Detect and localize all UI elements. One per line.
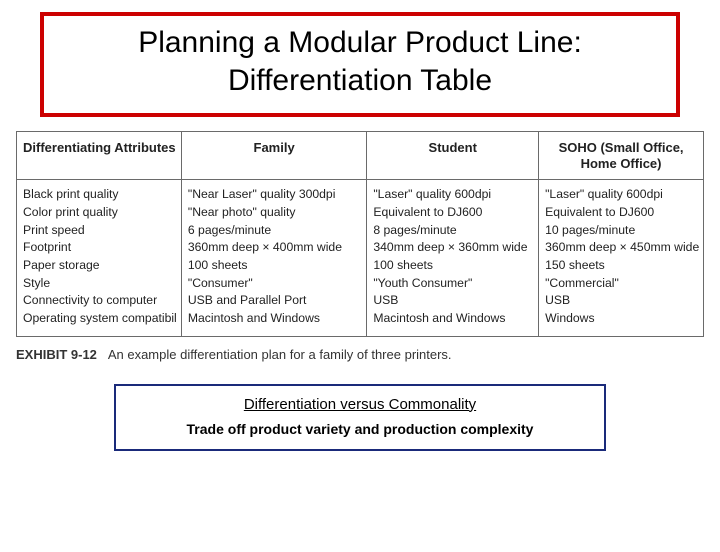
val-line: Equivalent to DJ600: [373, 204, 534, 222]
attr-line: Operating system compatibility: [23, 310, 177, 328]
attr-line: Color print quality: [23, 204, 177, 222]
val-line: Macintosh and Windows: [188, 310, 362, 328]
val-line: USB: [373, 292, 534, 310]
val-line: 100 sheets: [373, 257, 534, 275]
col-header-attributes: Differentiating Attributes: [17, 132, 182, 180]
attr-line: Print speed: [23, 222, 177, 240]
val-line: 8 pages/minute: [373, 222, 534, 240]
attr-line: Paper storage: [23, 257, 177, 275]
title-line-1: Planning a Modular Product Line:: [138, 26, 582, 59]
val-line: 6 pages/minute: [188, 222, 362, 240]
col-header-soho: SOHO (Small Office, Home Office): [539, 132, 704, 180]
page-title: Planning a Modular Product Line: Differe…: [64, 24, 656, 99]
footer-line-2: Trade off product variety and production…: [130, 421, 590, 437]
attr-line: Style: [23, 275, 177, 293]
col-header-family: Family: [181, 132, 366, 180]
val-line: Macintosh and Windows: [373, 310, 534, 328]
val-line: USB: [545, 292, 699, 310]
family-cell: "Near Laser" quality 300dpi "Near photo"…: [181, 180, 366, 337]
val-line: 360mm deep × 400mm wide: [188, 239, 362, 257]
attr-line: Footprint: [23, 239, 177, 257]
footer-box: Differentiation versus Commonality Trade…: [114, 384, 606, 451]
val-line: 340mm deep × 360mm wide: [373, 239, 534, 257]
val-line: 360mm deep × 450mm wide: [545, 239, 699, 257]
title-line-2: Differentiation Table: [228, 64, 492, 97]
student-cell: "Laser" quality 600dpi Equivalent to DJ6…: [367, 180, 539, 337]
val-line: USB and Parallel Port: [188, 292, 362, 310]
exhibit-caption: EXHIBIT 9-12 An example differentiation …: [16, 347, 704, 362]
soho-cell: "Laser" quality 600dpi Equivalent to DJ6…: [539, 180, 704, 337]
differentiation-table-wrap: Differentiating Attributes Family Studen…: [16, 131, 704, 337]
differentiation-table: Differentiating Attributes Family Studen…: [16, 131, 704, 337]
attributes-cell: Black print quality Color print quality …: [17, 180, 182, 337]
val-line: "Commercial": [545, 275, 699, 293]
exhibit-text: An example differentiation plan for a fa…: [108, 347, 452, 362]
table-header-row: Differentiating Attributes Family Studen…: [17, 132, 704, 180]
val-line: "Near Laser" quality 300dpi: [188, 186, 362, 204]
val-line: Equivalent to DJ600: [545, 204, 699, 222]
attr-line: Connectivity to computer: [23, 292, 177, 310]
val-line: "Near photo" quality: [188, 204, 362, 222]
title-box: Planning a Modular Product Line: Differe…: [40, 12, 680, 117]
val-line: Windows: [545, 310, 699, 328]
exhibit-label: EXHIBIT 9-12: [16, 347, 97, 362]
footer-line-1: Differentiation versus Commonality: [130, 396, 590, 413]
col-header-student: Student: [367, 132, 539, 180]
val-line: 10 pages/minute: [545, 222, 699, 240]
val-line: "Consumer": [188, 275, 362, 293]
attr-line: Black print quality: [23, 186, 177, 204]
val-line: "Laser" quality 600dpi: [545, 186, 699, 204]
val-line: "Youth Consumer": [373, 275, 534, 293]
val-line: 150 sheets: [545, 257, 699, 275]
val-line: 100 sheets: [188, 257, 362, 275]
table-body-row: Black print quality Color print quality …: [17, 180, 704, 337]
val-line: "Laser" quality 600dpi: [373, 186, 534, 204]
